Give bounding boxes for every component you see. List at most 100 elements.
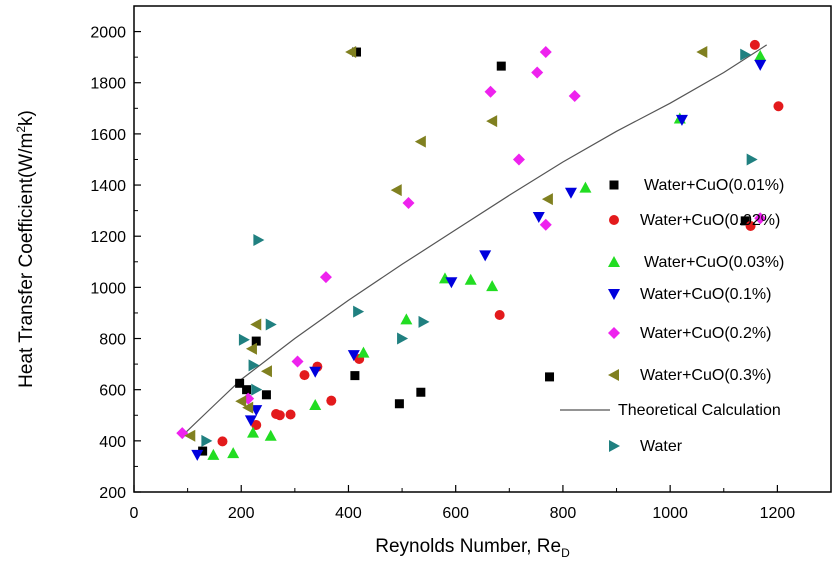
data-point [309,399,322,411]
data-point [242,401,254,414]
data-point [265,318,277,331]
x-tick-label: 0 [130,505,139,522]
data-point [416,387,426,397]
y-tick-label: 1600 [90,127,126,144]
y-axis-title-superscript: 2 [14,126,28,133]
data-point [347,350,360,362]
data-point [250,318,262,331]
legend-label: Water+CuO(0.3%) [640,367,771,384]
y-tick-label: 1000 [90,280,126,297]
axis-ticks: 0 200 400 600 800 1000 12002004006008001000120… [90,25,795,522]
data-point [244,415,257,427]
data-point [545,372,555,382]
y-axis-title: Heat Transfer Coefficient(W/m2k) [14,110,37,388]
data-point [285,409,296,420]
data-point [251,383,263,396]
data-point [754,49,767,61]
series-group-4 [176,46,767,440]
data-point [251,419,262,430]
data-point [746,153,758,166]
data-point [394,399,404,409]
legend-marker [609,180,619,190]
data-point [217,436,228,447]
data-point [740,216,750,226]
series-group-5 [184,46,708,442]
data-point [390,184,402,197]
data-point [235,395,247,408]
data-point [418,315,430,328]
y-axis-title-end: k) [16,110,37,126]
x-tick-label: 1200 [760,505,796,522]
data-point [261,390,271,400]
data-point [357,346,370,358]
data-point [400,313,413,325]
legend-label: Water+CuO(0.02%) [640,212,780,229]
x-axis-title: Reynolds Number, ReD [375,536,570,560]
data-point [564,187,577,199]
x-tick-label: 600 [442,505,469,522]
data-point [579,181,592,193]
data-point [352,47,362,57]
y-tick-label: 400 [99,434,126,451]
data-point [250,405,263,417]
legend-marker [608,327,620,339]
data-point [251,336,261,346]
data-point [696,46,708,59]
legend-label: Water+CuO(0.1%) [640,286,771,303]
data-point [247,426,260,438]
data-point [245,342,257,355]
data-point [353,305,365,318]
legend-marker [609,440,620,452]
x-axis-title-subscript: D [561,546,570,560]
data-point [539,218,552,231]
data-point [745,220,756,231]
series-group-6 [201,48,758,447]
data-point [464,273,477,285]
data-point [512,153,525,166]
x-tick-label: 400 [335,505,362,522]
x-tick-label: 1000 [652,505,688,522]
legend-marker [608,369,619,381]
data-point [754,59,767,71]
data-point [740,48,752,61]
y-tick-label: 200 [99,485,126,502]
data-point [494,309,505,320]
data-point [207,448,220,460]
data-point [326,395,337,406]
legend-marker [608,289,620,300]
legend-marker [608,256,620,267]
data-point [345,46,357,59]
data-point [397,332,409,345]
data-point [531,66,544,79]
x-axis-title-main: Reynolds Number, Re [375,536,561,557]
data-point [264,429,277,441]
data-point [201,434,213,447]
data-point [749,39,760,50]
data-point [479,250,492,262]
data-point [299,370,310,381]
legend-label: Water+CuO(0.2%) [640,325,771,342]
data-point [235,378,245,388]
legend: Water+CuO(0.01%) Water+CuO(0.02%) Water+Cu… [560,177,784,455]
data-point [350,371,360,381]
data-point [260,365,272,378]
x-tick-label: 800 [550,505,577,522]
data-point [253,234,265,247]
data-point [541,193,553,206]
data-point [484,85,497,98]
data-point [532,212,545,224]
legend-label: Water [640,438,683,455]
data-point [496,61,506,71]
data-point [248,359,260,372]
plot-frame [133,5,832,493]
data-point [227,447,240,459]
data-point [309,366,322,378]
y-tick-label: 1400 [90,178,126,195]
legend-label: Water+CuO(0.03%) [644,254,784,271]
data-point [402,196,415,209]
series-group-3 [191,59,767,461]
data-point [486,115,498,128]
series-group-1 [217,39,784,447]
